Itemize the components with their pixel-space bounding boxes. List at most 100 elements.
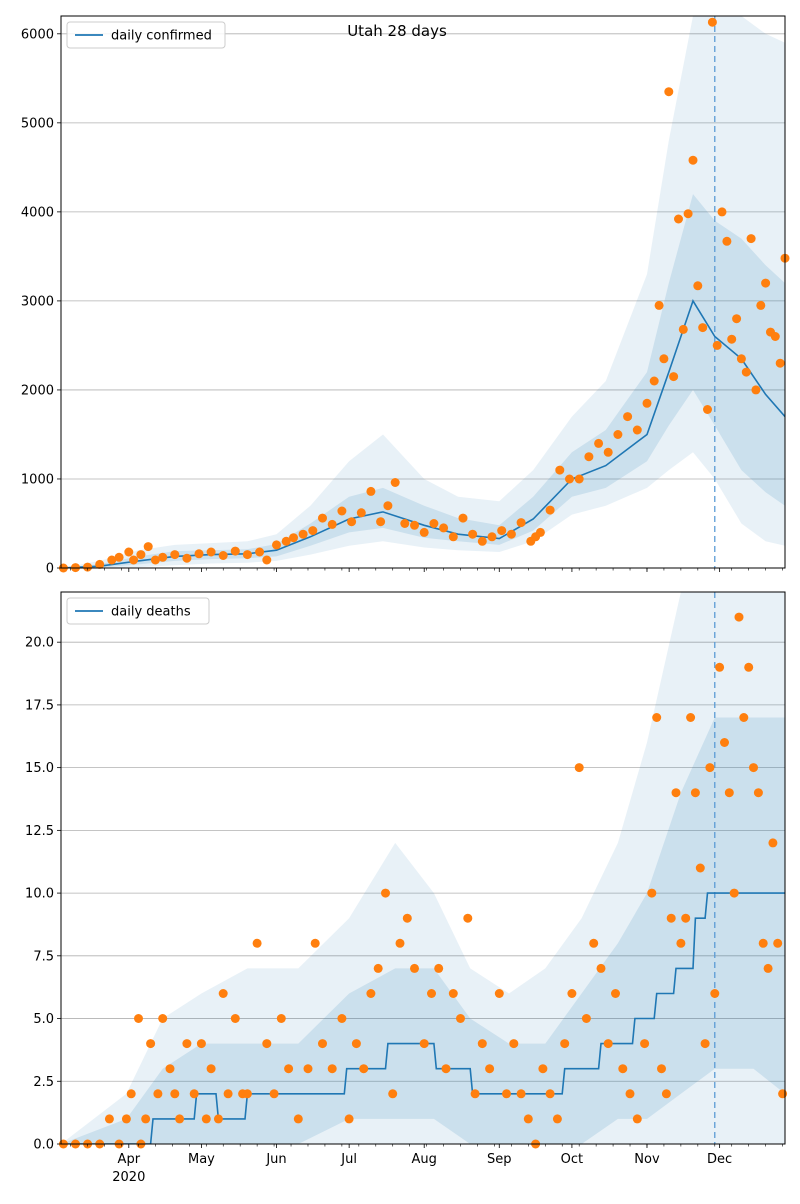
data-point [201, 1114, 211, 1124]
data-point [560, 1039, 570, 1049]
data-point [395, 938, 405, 948]
data-point [746, 234, 756, 244]
data-point [688, 155, 698, 165]
legend: daily confirmed [66, 21, 226, 49]
uncertainty-band [61, 16, 785, 568]
data-point [707, 17, 717, 27]
data-point [744, 662, 754, 672]
y-tick-label: 15.0 [25, 761, 54, 776]
data-point [242, 550, 252, 560]
data-point [206, 547, 216, 557]
data-point [284, 1064, 294, 1074]
data-point [700, 1039, 710, 1049]
data-point [642, 398, 652, 408]
data-point [400, 519, 410, 528]
data-point [729, 888, 739, 898]
data-point [182, 1039, 192, 1049]
data-point [143, 542, 153, 552]
data-point [196, 1039, 206, 1049]
data-point [165, 1064, 175, 1074]
data-point [736, 354, 746, 364]
data-point [366, 486, 376, 496]
data-point [308, 526, 318, 536]
data-point [262, 1039, 272, 1049]
data-point [303, 1064, 313, 1074]
x-tick-label: Oct [561, 1152, 583, 1167]
data-point [705, 763, 715, 773]
data-point [310, 938, 320, 948]
data-point [356, 508, 366, 518]
data-point [83, 562, 93, 572]
data-point [545, 1089, 555, 1099]
data-point [410, 963, 419, 973]
data-point [318, 1039, 327, 1049]
data-point [632, 425, 642, 435]
data-point [468, 529, 478, 539]
data-point [381, 888, 390, 898]
data-point [589, 938, 599, 948]
data-point [146, 1039, 156, 1049]
data-point [351, 1039, 361, 1049]
data-point [649, 376, 659, 386]
data-point [170, 550, 180, 560]
data-point [366, 989, 376, 998]
data-point [712, 340, 722, 350]
data-point [686, 713, 696, 722]
data-point [516, 1089, 526, 1099]
y-tick-label: 10.0 [25, 887, 54, 902]
data-point [710, 989, 720, 998]
data-point [640, 1039, 650, 1049]
data-point [153, 1089, 163, 1099]
data-point [756, 300, 766, 310]
data-point [717, 207, 727, 217]
data-point [555, 465, 565, 475]
data-point [281, 536, 291, 546]
data-point [293, 1114, 303, 1124]
plot-frame [60, 591, 786, 1145]
data-point [129, 555, 139, 565]
data-point [477, 1039, 487, 1049]
data-point [487, 532, 497, 542]
data-point [419, 1039, 429, 1049]
y-tick-label: 12.5 [25, 824, 54, 839]
data-point [664, 87, 674, 97]
y-tick-label: 17.5 [25, 698, 54, 713]
data-point [625, 1089, 635, 1099]
data-point [262, 555, 272, 565]
data-point [344, 1114, 354, 1124]
y-tick-label: 5000 [21, 116, 54, 131]
y-tick-label: 0 [46, 562, 54, 577]
y-tick-label: 7.5 [33, 949, 54, 964]
data-point [654, 300, 664, 310]
data-point [134, 1014, 143, 1023]
data-point [223, 1089, 233, 1099]
y-tick-label: 20.0 [25, 636, 54, 651]
data-point [136, 550, 146, 560]
data-point [703, 405, 712, 414]
data-point [770, 332, 780, 341]
plot-frame [60, 15, 786, 569]
data-point [456, 1014, 465, 1023]
data-point [632, 1114, 642, 1124]
data-point [739, 713, 749, 722]
data-point [715, 662, 725, 672]
data-point [594, 438, 604, 448]
data-point [683, 209, 693, 219]
data-point [298, 529, 308, 539]
data-point [347, 517, 357, 527]
data-point [758, 938, 768, 948]
plot-area [61, 592, 785, 1144]
legend-box [66, 21, 226, 49]
data-point [376, 517, 386, 527]
data-point [429, 519, 439, 528]
x-tick-label: May [188, 1152, 215, 1167]
data-point [657, 1064, 666, 1074]
data-point [669, 372, 679, 382]
data-point [681, 913, 691, 923]
data-point [276, 1014, 286, 1023]
legend: daily deaths [66, 597, 210, 625]
data-point [652, 713, 662, 722]
legend-label: daily confirmed [111, 29, 212, 44]
data-point [213, 1114, 223, 1124]
data-point [611, 989, 620, 998]
